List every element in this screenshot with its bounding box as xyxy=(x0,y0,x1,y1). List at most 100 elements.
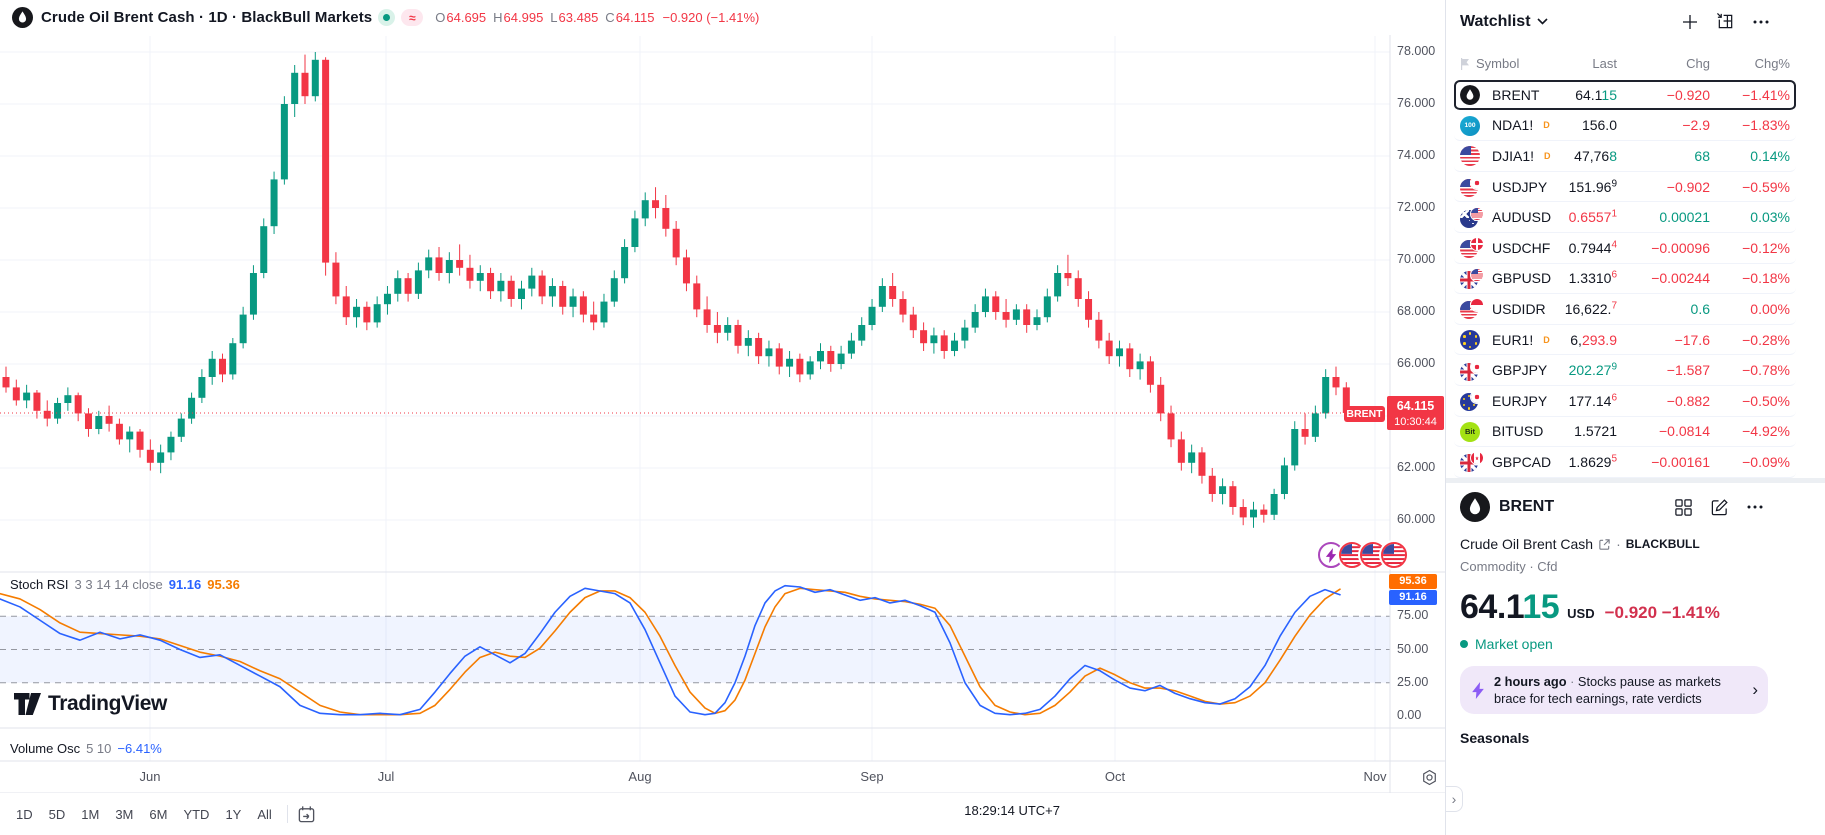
last-price-cell: 64.115 xyxy=(1575,86,1617,103)
detail-full-name-link[interactable]: Crude Oil Brent Cash xyxy=(1460,536,1594,552)
stoch-axis-label: 25.00 xyxy=(1397,674,1429,689)
event-flag-us-icon[interactable] xyxy=(1381,542,1407,568)
watchlist-row[interactable]: GBPJPY 202.279 −1.587 −0.78% xyxy=(1454,355,1796,386)
watchlist-title[interactable]: Watchlist xyxy=(1460,12,1531,30)
watchlist-row[interactable]: BRENT 64.115 −0.920 −1.41% xyxy=(1454,80,1796,111)
news-banner[interactable]: 2 hours ago · Stocks pause as markets br… xyxy=(1460,666,1768,714)
last-price-cell: 202.279 xyxy=(1568,361,1617,379)
symbol-label: GBPUSD xyxy=(1492,270,1552,287)
candlestick-chart[interactable] xyxy=(0,0,1445,835)
symbol-pair-flag-icon xyxy=(1460,267,1484,289)
last-price-cell: 156.0 xyxy=(1581,117,1617,134)
watchlist-row[interactable]: GBPUSD 1.33106 −0.00244 −0.18% xyxy=(1454,264,1796,295)
change-percent-cell: −0.12% xyxy=(1742,239,1790,256)
volume-osc-legend[interactable]: Volume Osc 5 10 −6.41% xyxy=(10,741,162,756)
jp-flag-icon xyxy=(1470,176,1484,191)
delayed-data-badge: D xyxy=(1544,150,1551,161)
watchlist-row[interactable]: USDCHF 0.79444 −0.00096 −0.12% xyxy=(1454,233,1796,264)
range-1D[interactable]: 1D xyxy=(16,806,33,822)
change-cell: 0.00021 xyxy=(1659,209,1710,226)
collapse-panel-chevron[interactable]: › xyxy=(1446,786,1463,812)
watchlist-row[interactable]: AUDUSD 0.65571 0.00021 0.03% xyxy=(1454,202,1796,233)
price-axis-label: 70.000 xyxy=(1397,252,1436,266)
bar-countdown: 10:30:44 xyxy=(1394,416,1437,428)
symbol-label: NDA1! xyxy=(1492,117,1534,134)
detail-more-icon[interactable] xyxy=(1746,498,1764,517)
range-5D[interactable]: 5D xyxy=(48,806,66,822)
last-price-cell: 6,293.9 xyxy=(1570,331,1617,348)
external-link-icon[interactable] xyxy=(1598,538,1611,551)
watchlist-row[interactable]: USDJPY 151.969 −0.902 −0.59% xyxy=(1454,172,1796,203)
watchlist-row[interactable]: Bit BITUSD 1.5721 −0.0814 −4.92% xyxy=(1454,417,1796,448)
last-price-cell: 151.969 xyxy=(1568,177,1617,195)
stoch-axis-label: 50.00 xyxy=(1397,641,1429,656)
watchlist-more-icon[interactable] xyxy=(1752,13,1770,31)
last-price-cell: 177.146 xyxy=(1568,392,1617,409)
id-flag-icon xyxy=(1470,298,1484,313)
bottom-toolbar: 1D 5D 1M 3M 6M YTD 1Y All 18:29:14 UTC+7 xyxy=(0,793,1445,835)
price-axis-label: 68.000 xyxy=(1397,304,1436,318)
change-percent-cell: −0.78% xyxy=(1742,362,1790,379)
time-axis-month-label: Oct xyxy=(1104,769,1126,784)
watchlist-column-headers[interactable]: Symbol Last Chg Chg% xyxy=(1460,56,1790,71)
stoch-axis-label: 75.00 xyxy=(1397,608,1429,623)
add-symbol-icon[interactable] xyxy=(1681,13,1699,31)
symbol-label: USDCHF xyxy=(1492,239,1551,256)
right-panel: Watchlist Symbol xyxy=(1445,0,1825,835)
oil-flag-icon xyxy=(1460,85,1480,106)
stoch-rsi-legend[interactable]: Stoch RSI 3 3 14 14 close 91.16 95.36 xyxy=(10,577,240,592)
change-percent-cell: −0.09% xyxy=(1742,453,1790,470)
market-open-dot-icon xyxy=(1460,640,1468,648)
n100-flag-icon: 100 xyxy=(1460,115,1480,136)
range-6M[interactable]: 6M xyxy=(149,806,168,822)
widgets-grid-icon[interactable] xyxy=(1674,498,1693,517)
market-open-status-icon[interactable] xyxy=(378,9,396,26)
watchlist-row[interactable]: DJIA1! D 47,768 68 0.14% xyxy=(1454,141,1796,172)
change-percent-cell: −1.41% xyxy=(1742,86,1790,103)
change-cell: −0.902 xyxy=(1666,178,1710,195)
detail-price: 64.115 xyxy=(1460,588,1560,626)
change-percent-cell: 0.14% xyxy=(1750,147,1790,164)
stoch-d-tag: 95.36 xyxy=(1389,574,1437,589)
range-3M[interactable]: 3M xyxy=(115,806,134,822)
ch-flag-icon xyxy=(1470,237,1484,252)
lightning-icon xyxy=(1472,681,1484,699)
range-All[interactable]: All xyxy=(257,806,272,822)
axis-settings-icon[interactable] xyxy=(1421,769,1438,791)
symbol-title[interactable]: Crude Oil Brent Cash · 1D · BlackBull Ma… xyxy=(41,9,373,26)
symbol-label: USDIDR xyxy=(1492,300,1546,317)
watchlist-row[interactable]: EUR1! D 6,293.9 −17.6 −0.28% xyxy=(1454,325,1796,356)
watchlist-row[interactable]: GBPCAD 1.86295 −0.00161 −0.09% xyxy=(1454,447,1796,478)
clock[interactable]: 18:29:14 UTC+7 xyxy=(964,803,1060,818)
ohlc-values: O64.695 H64.995 L63.485 C64.115 xyxy=(435,10,655,25)
range-1M[interactable]: 1M xyxy=(81,806,100,822)
range-1Y[interactable]: 1Y xyxy=(225,806,242,822)
last-price-cell: 47,768 xyxy=(1574,147,1617,164)
price-axis-label: 72.000 xyxy=(1397,200,1436,214)
chevron-down-icon[interactable] xyxy=(1536,18,1548,25)
change-percent-cell: 0.00% xyxy=(1750,300,1790,317)
tradingview-logo[interactable]: TradingView xyxy=(14,692,167,716)
range-YTD[interactable]: YTD xyxy=(183,806,210,822)
go-to-date-icon[interactable] xyxy=(297,805,316,824)
change-cell: −0.00096 xyxy=(1651,239,1710,256)
currency-label: USD xyxy=(1567,606,1595,621)
watchlist-row[interactable]: 100 NDA1! D 156.0 −2.9 −1.83% xyxy=(1454,111,1796,142)
symbol-label: BRENT xyxy=(1492,86,1540,103)
instrument-type: Commodity · Cfd xyxy=(1460,559,1558,574)
price-axis-label: 78.000 xyxy=(1397,44,1436,58)
header-change-value: −0.920 (−1.41%) xyxy=(662,10,760,25)
grid-lines xyxy=(0,36,1390,761)
symbol-label: BITUSD xyxy=(1492,423,1544,440)
edit-note-icon[interactable] xyxy=(1710,498,1729,517)
add-section-icon[interactable] xyxy=(1716,12,1735,31)
stoch-k-line xyxy=(0,584,1341,716)
last-price-cell: 1.33106 xyxy=(1568,269,1617,287)
panel-divider xyxy=(1446,478,1825,483)
approximate-data-icon[interactable]: ≈ xyxy=(401,9,424,26)
watchlist-row[interactable]: EURJPY 177.146 −0.882 −0.50% xyxy=(1454,386,1796,417)
change-cell: 0.6 xyxy=(1690,300,1710,317)
change-percent-cell: −0.18% xyxy=(1742,270,1790,287)
watchlist-row[interactable]: USDIDR 16,622.7 0.6 0.00% xyxy=(1454,294,1796,325)
symbol-label: EUR1! xyxy=(1492,331,1534,348)
